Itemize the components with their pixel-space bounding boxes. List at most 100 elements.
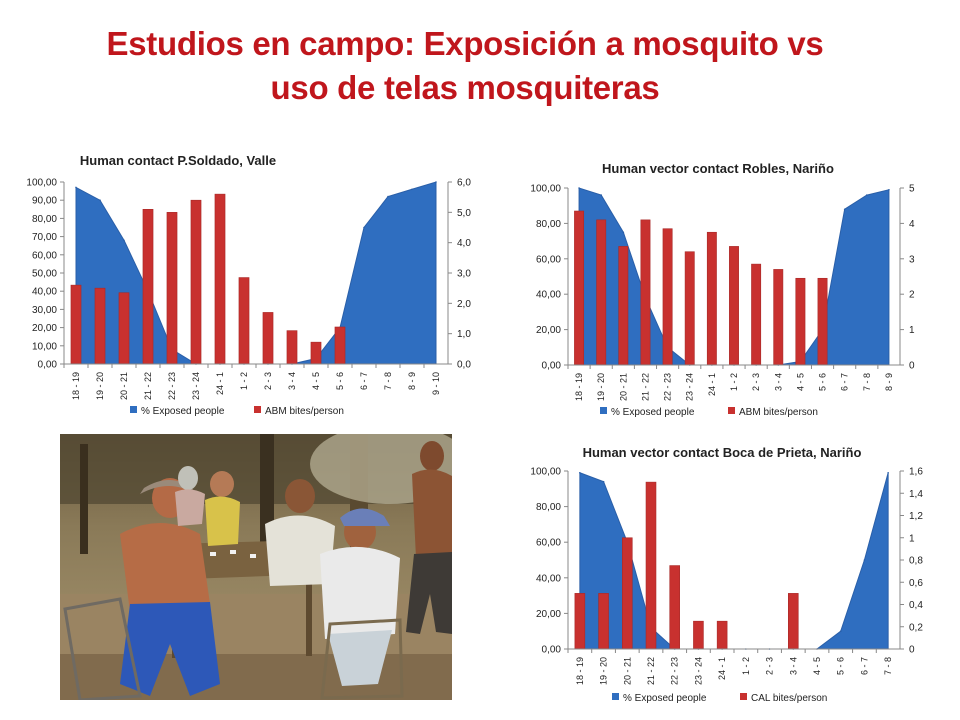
bar [334, 326, 346, 365]
y-tick-label-left: 60,00 [536, 538, 561, 549]
bar [640, 219, 651, 366]
y-tick-label-right: 1,6 [909, 467, 923, 478]
area-point [435, 181, 437, 183]
bar [684, 251, 695, 366]
y-tick-label-left: 10,00 [32, 341, 57, 352]
bar [706, 231, 717, 366]
y-tick-label-left: 60,00 [536, 254, 561, 265]
chart-boca-de-prieta-narino: Human vector contact Boca de Prieta, Nar… [530, 445, 923, 704]
y-tick-label-left: 100,00 [26, 178, 57, 189]
y-tick-label-right: 1,2 [909, 511, 923, 522]
y-tick-label-right: 3,0 [457, 269, 471, 280]
x-tick-label: 23 - 24 [685, 373, 695, 401]
x-tick-label: 5 - 6 [335, 372, 345, 390]
area-point [99, 199, 101, 201]
area-point [863, 559, 866, 561]
area-point [839, 630, 842, 632]
chart-robles-narino: Human vector contact Robles, Nariño 0,00 2… [530, 161, 915, 418]
y-tick-label-right: 0,4 [909, 600, 923, 611]
bar [618, 246, 629, 366]
x-tick-label: 2 - 3 [751, 373, 761, 391]
y-tick-label-left: 70,00 [32, 232, 57, 243]
y-tick-label-right: 1 [909, 325, 915, 336]
y-tick-label-right: 6,0 [457, 178, 471, 189]
chart-soldado-valle: Human contact P.Soldado, Valle 0,00 10,00 2… [26, 153, 471, 417]
legend-swatch-area [612, 693, 619, 700]
bar [94, 287, 106, 365]
y-tick-label-left: 0,00 [542, 361, 562, 372]
legend-label-area: % Exposed people [611, 407, 695, 418]
x-tick-label: 19 - 20 [599, 657, 609, 685]
area-point [887, 471, 889, 474]
bar [788, 593, 799, 650]
area-point [411, 188, 413, 191]
x-tick-label: 20 - 21 [119, 372, 129, 400]
legend-swatch-bar [728, 407, 735, 414]
x-tick-label: 23 - 24 [693, 657, 703, 685]
x-tick-label: 22 - 23 [670, 657, 680, 685]
x-tick-label: 5 - 6 [836, 657, 846, 675]
area-point [578, 187, 580, 189]
y-tick-label-right: 2,0 [457, 299, 471, 310]
x-tick-label: 8 - 9 [407, 372, 417, 390]
y-tick-label-right: 0 [909, 361, 915, 372]
bar [622, 537, 633, 650]
y-tick-label-right: 4 [909, 219, 915, 230]
x-tick-label: 20 - 21 [622, 657, 632, 685]
x-tick-label: 22 - 23 [663, 373, 673, 401]
slide-title-line-1: Estudios en campo: Exposición a mosquito… [106, 25, 824, 62]
bar [286, 330, 298, 365]
x-tick-label: 2 - 3 [765, 657, 775, 675]
bar [166, 212, 178, 365]
legend-label-bar: CAL bites/person [751, 693, 827, 704]
y-tick-label-right: 5,0 [457, 208, 471, 219]
legend-label-bar: ABM bites/person [265, 406, 344, 417]
area-point [866, 194, 868, 196]
x-tick-label: 1 - 2 [239, 372, 249, 390]
bar [645, 481, 657, 650]
area-point [888, 188, 890, 191]
y-tick-label-left: 20,00 [536, 325, 561, 336]
y-tick-label-left: 80,00 [536, 219, 561, 230]
area-point [123, 239, 125, 242]
y-tick-label-left: 0,00 [542, 645, 562, 656]
x-tick-label: 18 - 19 [574, 373, 584, 401]
bar [729, 246, 739, 366]
chart-title: Human contact P.Soldado, Valle [80, 153, 276, 168]
bar [751, 263, 762, 366]
x-tick-label: 1 - 2 [741, 657, 751, 675]
y-tick-label-right: 0,8 [909, 556, 923, 567]
y-tick-label-left: 80,00 [32, 214, 57, 225]
x-tick-label: 7 - 8 [883, 657, 893, 675]
y-tick-label-right: 4,0 [457, 238, 471, 249]
x-tick-label: 1 - 2 [729, 373, 739, 391]
legend-swatch-bar [254, 406, 261, 413]
y-tick-label-right: 0,2 [909, 622, 923, 633]
legend-label-area: % Exposed people [623, 693, 707, 704]
bar [142, 208, 154, 365]
bar [817, 277, 828, 366]
bar [574, 593, 586, 650]
y-tick-label-left: 80,00 [536, 502, 561, 513]
bar [669, 565, 680, 650]
x-tick-label: 24 - 1 [717, 657, 727, 680]
x-tick-label: 6 - 7 [840, 373, 850, 391]
legend-swatch-area [600, 407, 607, 414]
y-tick-label-left: 90,00 [32, 196, 57, 207]
bar [596, 219, 607, 366]
y-tick-label-left: 100,00 [530, 467, 561, 478]
bar [574, 210, 585, 366]
y-tick-label-right: 0,0 [457, 360, 471, 371]
legend-label-area: % Exposed people [141, 406, 225, 417]
x-tick-label: 19 - 20 [596, 373, 606, 401]
y-tick-label-left: 20,00 [536, 609, 561, 620]
area-point [579, 471, 581, 474]
area-point [75, 186, 77, 189]
bar [262, 312, 274, 365]
y-tick-label-left: 40,00 [536, 573, 561, 584]
x-tick-label: 20 - 21 [618, 373, 628, 401]
x-tick-label: 19 - 20 [95, 372, 105, 400]
y-tick-label-right: 3 [909, 254, 915, 265]
chart-title: Human vector contact Boca de Prieta, Nar… [583, 445, 862, 460]
villagers-playing-dominoes-photo [60, 434, 452, 700]
